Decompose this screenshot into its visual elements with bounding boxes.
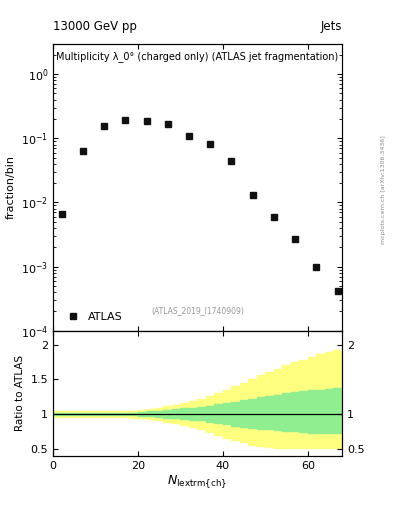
- Y-axis label: Ratio to ATLAS: Ratio to ATLAS: [15, 355, 25, 431]
- Text: mcplots.cern.ch [arXiv:1306.3436]: mcplots.cern.ch [arXiv:1306.3436]: [381, 135, 386, 244]
- Y-axis label: fraction/bin: fraction/bin: [5, 155, 15, 219]
- Text: Multiplicity λ_0° (charged only) (ATLAS jet fragmentation): Multiplicity λ_0° (charged only) (ATLAS …: [56, 51, 339, 61]
- X-axis label: $N_{\mathsf{lextrm\{ch\}}}$: $N_{\mathsf{lextrm\{ch\}}}$: [167, 473, 228, 491]
- Legend: ATLAS: ATLAS: [59, 309, 126, 325]
- Text: (ATLAS_2019_I1740909): (ATLAS_2019_I1740909): [151, 306, 244, 315]
- Text: Jets: Jets: [320, 20, 342, 33]
- Text: 13000 GeV pp: 13000 GeV pp: [53, 20, 137, 33]
